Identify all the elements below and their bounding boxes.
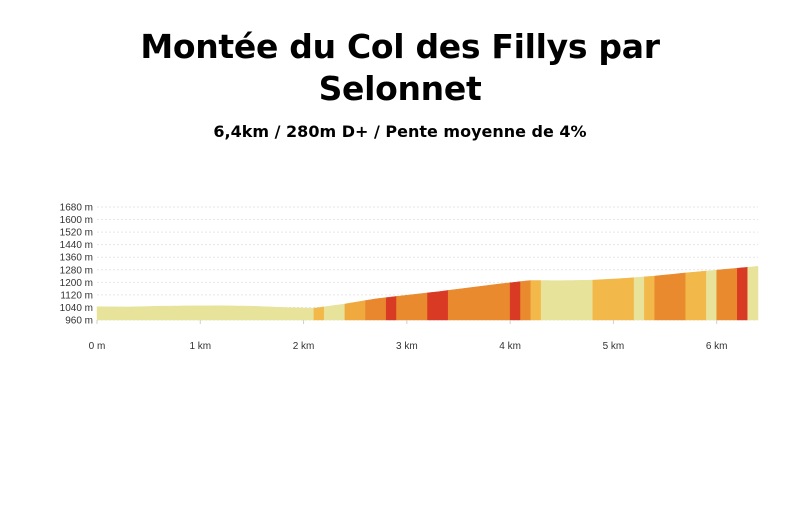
x-tick-label: 5 km (603, 341, 625, 352)
y-tick-label: 1360 m (60, 253, 93, 264)
profile-segment (447, 282, 511, 321)
profile-segment (365, 297, 387, 321)
chart-title: Montée du Col des Fillys par Selonnet (0, 26, 800, 110)
title-line-2: Selonnet (318, 69, 482, 108)
title-line-1: Montée du Col des Fillys par (140, 27, 660, 66)
profile-segment (313, 306, 325, 321)
profile-segment (540, 279, 594, 321)
profile-segment (737, 267, 748, 321)
y-tick-label: 1440 m (60, 240, 93, 251)
profile-segment (520, 280, 532, 321)
y-tick-label: 1600 m (60, 215, 93, 226)
x-axis: 0 m 1 km 2 km 3 km 4 km 5 km 6 km (89, 320, 728, 352)
profile-segment (323, 303, 346, 321)
x-tick-label: 3 km (396, 341, 418, 352)
y-tick-label: 1120 m (60, 290, 93, 301)
profile-segment (706, 269, 717, 321)
profile-segment (644, 275, 655, 321)
y-tick-label: 1680 m (60, 203, 93, 214)
profile-segment (427, 290, 449, 321)
x-tick-label: 0 m (89, 341, 106, 352)
x-tick-label: 1 km (189, 341, 211, 352)
y-tick-label: 1040 m (60, 303, 93, 314)
chart-subtitle: 6,4km / 280m D+ / Pente moyenne de 4% (213, 122, 587, 141)
profile-segments (96, 266, 759, 321)
profile-segment (685, 270, 707, 321)
profile-segment (654, 272, 686, 321)
profile-segment (747, 266, 759, 321)
profile-segment (96, 305, 315, 321)
profile-segment (344, 300, 366, 321)
y-tick-label: 960 m (65, 316, 93, 327)
profile-segment (633, 276, 645, 321)
x-tick-label: 2 km (293, 341, 315, 352)
profile-segment (530, 280, 542, 321)
x-tick-label: 4 km (499, 341, 521, 352)
profile-segment (396, 292, 428, 321)
x-tick-label: 6 km (706, 341, 728, 352)
y-tick-label: 1280 m (60, 265, 93, 276)
y-tick-label: 1520 m (60, 228, 93, 239)
profile-segment (509, 281, 521, 321)
profile-segment (716, 267, 738, 321)
y-tick-label: 1200 m (60, 278, 93, 289)
profile-segment (385, 296, 397, 321)
profile-segment (592, 277, 635, 321)
